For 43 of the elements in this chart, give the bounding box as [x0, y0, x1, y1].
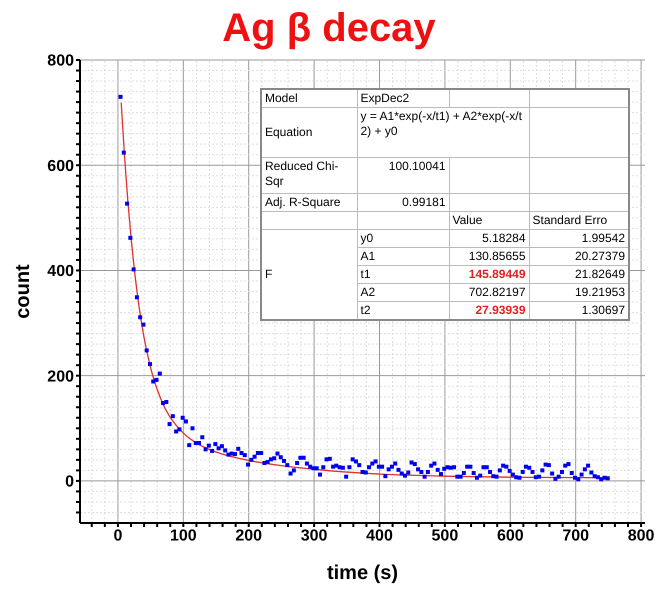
annotation: ExpDec2 — [357, 89, 449, 108]
y-tick-label: 200 — [47, 368, 74, 386]
annotation: 21.82649 — [529, 266, 629, 284]
annotation: Model — [261, 89, 357, 108]
x-tick-label: 400 — [366, 527, 393, 544]
y-tick-label: 800 — [47, 52, 74, 70]
chart-title: Ag β decay — [222, 6, 436, 50]
annotation: A1 — [357, 248, 449, 266]
y-axis-title: count — [12, 264, 34, 319]
annotation: 1.99542 — [529, 230, 629, 248]
annotation: 5.18284 — [449, 230, 529, 248]
annotation: Value — [449, 212, 529, 230]
x-tick-label: 600 — [496, 527, 524, 544]
annotation: 130.85655 — [449, 248, 529, 266]
annotation: A2 — [357, 284, 449, 302]
x-tick-label: 300 — [300, 527, 328, 544]
annotation: Standard Erro — [529, 212, 629, 230]
annotation: 0.99181 — [357, 194, 449, 212]
annotation: 19.21953 — [529, 284, 629, 302]
annotation: 20.27379 — [529, 248, 629, 266]
x-tick-label: 700 — [562, 527, 590, 544]
annotation: 100.10041 — [357, 158, 449, 194]
annotation: 1.30697 — [529, 302, 629, 320]
annotation: Reduced Chi-Sqr — [261, 158, 357, 194]
y-tick-label: 400 — [47, 263, 74, 280]
x-tick-label: 800 — [628, 527, 655, 544]
y-tick-label: 600 — [47, 158, 74, 175]
annotation: t1 — [357, 266, 449, 284]
x-axis-title: time (s) — [326, 562, 398, 584]
annotation: y0 — [357, 230, 449, 248]
x-tick-label: 0 — [113, 527, 122, 544]
x-tick-label: 500 — [432, 527, 458, 544]
y-tick-label: 0 — [65, 474, 74, 491]
annotation: 702.82197 — [449, 284, 529, 302]
annotation: y = A1*exp(-x/t1) + A2*exp(-x/t2) + y0 — [357, 108, 529, 158]
annotation: t2 — [357, 302, 449, 320]
annotation: 145.89449 — [449, 266, 529, 284]
annotation: 27.93939 — [449, 302, 529, 320]
annotation: Adj. R-Square — [261, 194, 357, 212]
annotation: Equation — [261, 108, 357, 158]
x-tick-label: 100 — [170, 527, 197, 544]
x-tick-label: 200 — [235, 527, 262, 544]
annotation: F — [261, 230, 357, 320]
